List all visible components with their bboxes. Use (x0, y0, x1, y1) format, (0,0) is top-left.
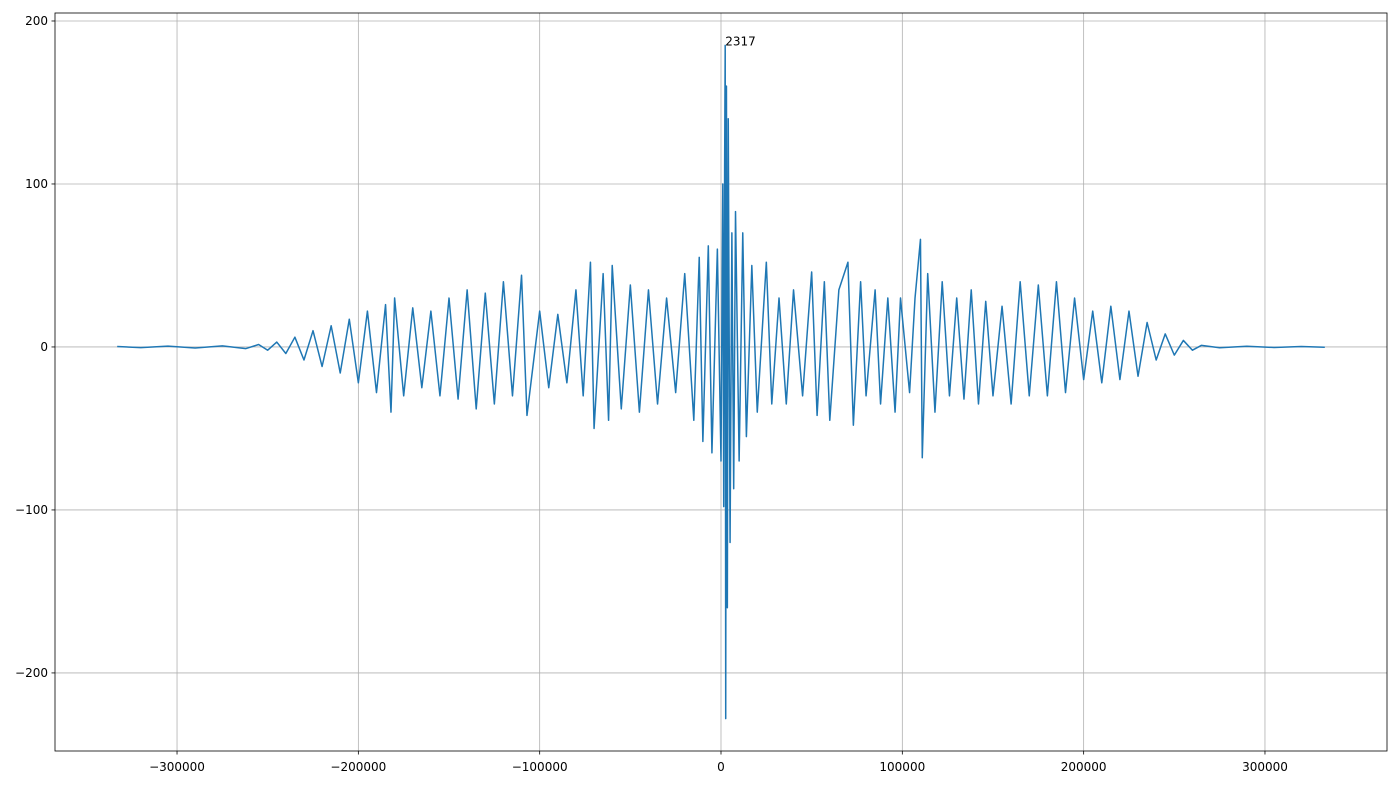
plot-frame (54, 12, 1388, 752)
y-tick-label: 200 (25, 14, 48, 28)
annotation: 2317 (725, 34, 756, 48)
x-tick-label: 100000 (879, 760, 925, 774)
x-tick-label: −200000 (330, 760, 386, 774)
y-tick-label: −100 (15, 503, 48, 517)
y-tick-label: 0 (40, 340, 48, 354)
y-tick-label: 100 (25, 177, 48, 191)
signal-line (117, 44, 1325, 720)
x-tick-label: −300000 (149, 760, 205, 774)
x-tick-label: 200000 (1061, 760, 1107, 774)
x-tick-label: −100000 (512, 760, 568, 774)
y-tick-label: −200 (15, 666, 48, 680)
x-tick-label: 300000 (1242, 760, 1288, 774)
x-tick-label: 0 (717, 760, 725, 774)
